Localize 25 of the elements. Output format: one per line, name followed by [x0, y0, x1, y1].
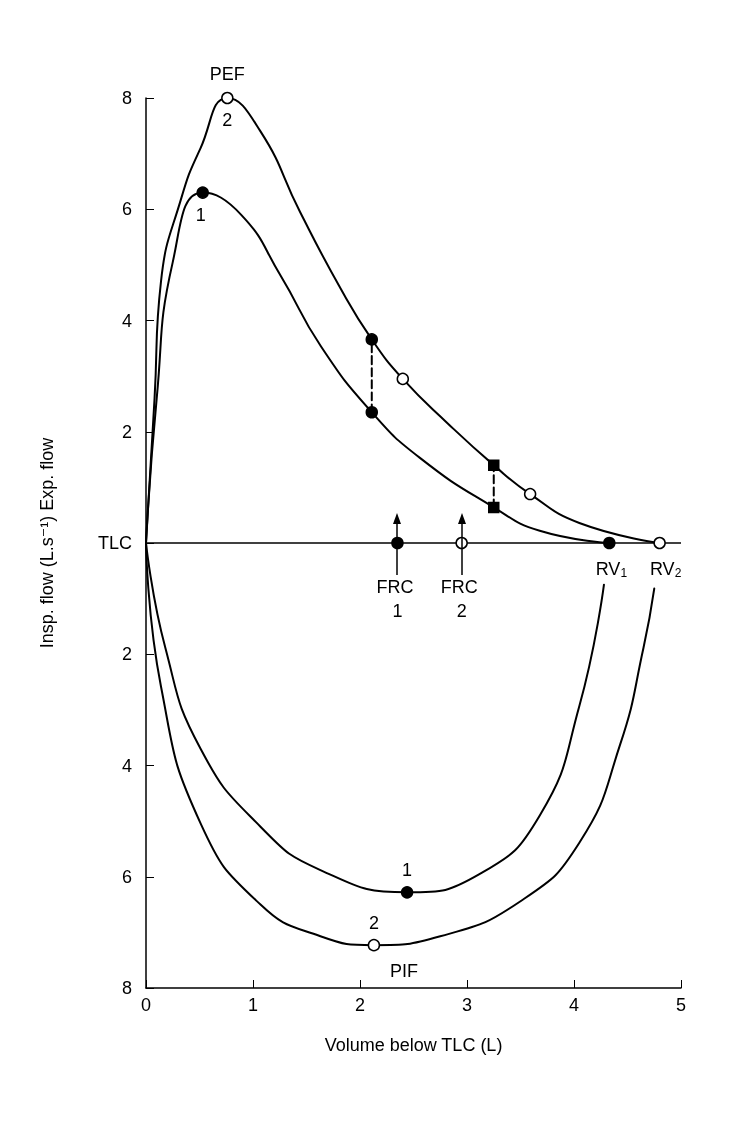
annotation: FRC 1 — [376, 577, 419, 622]
y-tick-label: 8 — [121, 88, 132, 108]
x-tick-label: 2 — [354, 995, 366, 1015]
y-axis-title: Insp. flow (L.s⁻¹) Exp. flow — [37, 436, 57, 649]
y-tick-label: TLC — [97, 533, 132, 553]
x-tick-label: 4 — [568, 995, 580, 1015]
x-tick-label: 3 — [461, 995, 473, 1015]
annotation: FRC 2 — [440, 577, 483, 622]
y-tick-label: 2 — [121, 644, 132, 665]
annotation: 2 — [368, 913, 379, 934]
x-tick-label: 0 — [140, 995, 152, 1015]
annotation: PIF — [389, 961, 418, 982]
y-tick-label: 6 — [121, 866, 132, 887]
x-tick-label: 5 — [675, 995, 687, 1015]
y-tick-label: 4 — [121, 310, 132, 331]
y-tick-label: 4 — [121, 755, 132, 776]
y-tick-label: 8 — [121, 978, 132, 998]
annotation: 1 — [402, 860, 413, 881]
annotation: PEF — [209, 64, 245, 84]
x-axis-title: Volume below TLC (L) — [324, 1035, 503, 1055]
x-tick-label: 1 — [247, 995, 259, 1015]
y-tick-label: 6 — [121, 199, 132, 220]
annotation: 1 — [195, 204, 206, 225]
annotation: 2 — [222, 110, 233, 130]
y-tick-label: 2 — [121, 421, 132, 442]
